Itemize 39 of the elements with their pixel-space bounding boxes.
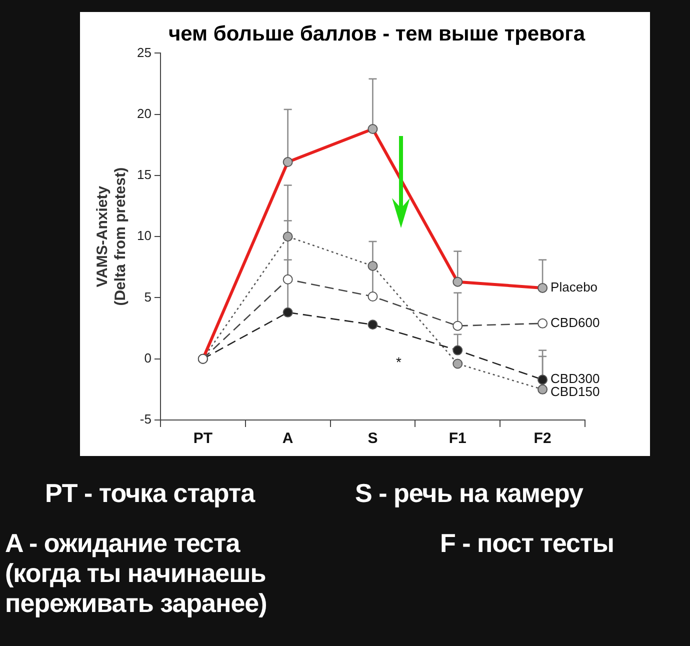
text: S - речь на камеру bbox=[355, 478, 583, 508]
x-tick-label: S bbox=[368, 430, 378, 448]
series-label: CBD300 bbox=[550, 371, 600, 386]
x-tick-label: PT bbox=[193, 430, 212, 448]
y-tick-label: 10 bbox=[136, 228, 152, 244]
y-tick-label: 5 bbox=[144, 289, 152, 304]
annotation: * bbox=[396, 354, 401, 370]
chart-title: чем больше баллов - тем выше тревога bbox=[168, 22, 586, 46]
y-tick-label: 0 bbox=[144, 350, 152, 366]
point bbox=[282, 307, 293, 318]
point bbox=[538, 384, 548, 394]
x-tick-label: F2 bbox=[534, 430, 552, 448]
series-label: Placebo bbox=[550, 280, 598, 295]
point bbox=[452, 276, 463, 287]
text: PT - точка старта bbox=[45, 478, 255, 508]
point bbox=[538, 282, 548, 293]
text: A - ожидание теста (когда ты начинаешь переживать заранее) bbox=[5, 528, 267, 618]
series-label: CBD600 bbox=[550, 314, 600, 330]
point bbox=[282, 232, 293, 242]
point bbox=[452, 345, 463, 356]
point bbox=[368, 292, 378, 302]
y-tick-label: 20 bbox=[136, 106, 152, 121]
point bbox=[452, 320, 463, 331]
point bbox=[452, 358, 463, 369]
x-tick-label: F1 bbox=[448, 430, 466, 448]
point bbox=[368, 124, 378, 134]
point bbox=[368, 320, 378, 330]
point bbox=[368, 260, 378, 271]
point bbox=[538, 374, 548, 385]
text: F - пост тесты bbox=[440, 528, 614, 558]
point bbox=[282, 157, 293, 168]
y-tick-label: 25 bbox=[136, 44, 152, 60]
series-label: CBD150 bbox=[550, 384, 600, 400]
point bbox=[538, 318, 548, 328]
x-tick-label: A bbox=[282, 430, 294, 448]
y-axis-title: VAMS-Anxiety (Delta from pretest) bbox=[94, 167, 130, 306]
y-tick-label: 15 bbox=[136, 167, 152, 182]
y-tick-label: -5 bbox=[140, 412, 152, 427]
point bbox=[282, 274, 293, 284]
